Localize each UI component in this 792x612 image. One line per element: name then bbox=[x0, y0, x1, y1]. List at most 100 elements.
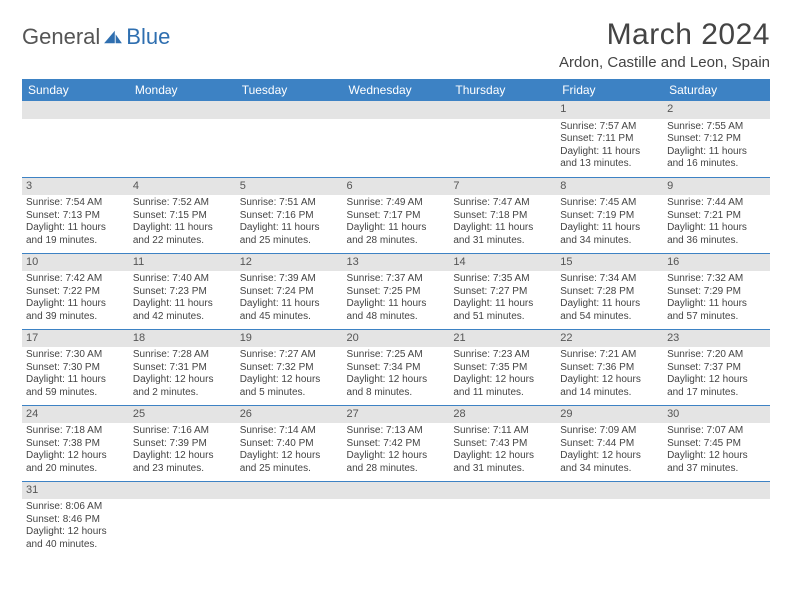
calendar-day-cell: 19Sunrise: 7:27 AMSunset: 7:32 PMDayligh… bbox=[236, 329, 343, 405]
daylight-text: Daylight: 12 hours and 23 minutes. bbox=[133, 450, 232, 475]
sunrise-text: Sunrise: 7:44 AM bbox=[667, 197, 766, 210]
day-number-bar bbox=[449, 482, 556, 500]
calendar-day-cell: 31Sunrise: 8:06 AMSunset: 8:46 PMDayligh… bbox=[22, 481, 129, 557]
day-number: 1 bbox=[556, 101, 663, 119]
day-details: Sunrise: 7:11 AMSunset: 7:43 PMDaylight:… bbox=[449, 423, 556, 479]
calendar-day-cell: 21Sunrise: 7:23 AMSunset: 7:35 PMDayligh… bbox=[449, 329, 556, 405]
sunrise-text: Sunrise: 7:18 AM bbox=[26, 425, 125, 438]
sunset-text: Sunset: 7:45 PM bbox=[667, 438, 766, 451]
daylight-text: Daylight: 12 hours and 20 minutes. bbox=[26, 450, 125, 475]
sunset-text: Sunset: 7:35 PM bbox=[453, 362, 552, 375]
day-number-bar bbox=[236, 482, 343, 500]
daylight-text: Daylight: 11 hours and 39 minutes. bbox=[26, 298, 125, 323]
sunset-text: Sunset: 7:21 PM bbox=[667, 210, 766, 223]
sunrise-text: Sunrise: 7:11 AM bbox=[453, 425, 552, 438]
day-number-bar bbox=[663, 482, 770, 500]
calendar-day-cell: 17Sunrise: 7:30 AMSunset: 7:30 PMDayligh… bbox=[22, 329, 129, 405]
day-details: Sunrise: 7:18 AMSunset: 7:38 PMDaylight:… bbox=[22, 423, 129, 479]
sunset-text: Sunset: 7:12 PM bbox=[667, 133, 766, 146]
day-details: Sunrise: 7:49 AMSunset: 7:17 PMDaylight:… bbox=[343, 195, 450, 251]
calendar-day-cell: 23Sunrise: 7:20 AMSunset: 7:37 PMDayligh… bbox=[663, 329, 770, 405]
day-number: 3 bbox=[22, 178, 129, 196]
sunset-text: Sunset: 7:43 PM bbox=[453, 438, 552, 451]
day-number: 16 bbox=[663, 254, 770, 272]
sunrise-text: Sunrise: 7:35 AM bbox=[453, 273, 552, 286]
month-title: March 2024 bbox=[559, 18, 770, 52]
day-details: Sunrise: 7:47 AMSunset: 7:18 PMDaylight:… bbox=[449, 195, 556, 251]
day-number: 5 bbox=[236, 178, 343, 196]
day-details: Sunrise: 7:51 AMSunset: 7:16 PMDaylight:… bbox=[236, 195, 343, 251]
calendar-day-cell: 30Sunrise: 7:07 AMSunset: 7:45 PMDayligh… bbox=[663, 405, 770, 481]
day-number-bar bbox=[556, 482, 663, 500]
daylight-text: Daylight: 12 hours and 25 minutes. bbox=[240, 450, 339, 475]
sunset-text: Sunset: 7:29 PM bbox=[667, 286, 766, 299]
day-details: Sunrise: 7:21 AMSunset: 7:36 PMDaylight:… bbox=[556, 347, 663, 403]
daylight-text: Daylight: 11 hours and 25 minutes. bbox=[240, 222, 339, 247]
sunrise-text: Sunrise: 7:47 AM bbox=[453, 197, 552, 210]
calendar-day-cell: 6Sunrise: 7:49 AMSunset: 7:17 PMDaylight… bbox=[343, 177, 450, 253]
calendar-day-cell: 18Sunrise: 7:28 AMSunset: 7:31 PMDayligh… bbox=[129, 329, 236, 405]
calendar-day-cell: 14Sunrise: 7:35 AMSunset: 7:27 PMDayligh… bbox=[449, 253, 556, 329]
day-number: 30 bbox=[663, 406, 770, 424]
calendar-day-cell bbox=[556, 481, 663, 557]
day-number: 27 bbox=[343, 406, 450, 424]
daylight-text: Daylight: 11 hours and 48 minutes. bbox=[347, 298, 446, 323]
day-details: Sunrise: 7:28 AMSunset: 7:31 PMDaylight:… bbox=[129, 347, 236, 403]
day-number: 19 bbox=[236, 330, 343, 348]
daylight-text: Daylight: 12 hours and 28 minutes. bbox=[347, 450, 446, 475]
day-details: Sunrise: 7:07 AMSunset: 7:45 PMDaylight:… bbox=[663, 423, 770, 479]
header: General Blue March 2024 Ardon, Castille … bbox=[22, 18, 770, 71]
day-details: Sunrise: 7:57 AMSunset: 7:11 PMDaylight:… bbox=[556, 119, 663, 175]
daylight-text: Daylight: 11 hours and 16 minutes. bbox=[667, 146, 766, 171]
sunrise-text: Sunrise: 7:20 AM bbox=[667, 349, 766, 362]
calendar-day-cell: 29Sunrise: 7:09 AMSunset: 7:44 PMDayligh… bbox=[556, 405, 663, 481]
calendar-day-cell: 1Sunrise: 7:57 AMSunset: 7:11 PMDaylight… bbox=[556, 101, 663, 177]
daylight-text: Daylight: 11 hours and 54 minutes. bbox=[560, 298, 659, 323]
calendar-week-row: 3Sunrise: 7:54 AMSunset: 7:13 PMDaylight… bbox=[22, 177, 770, 253]
sunrise-text: Sunrise: 7:49 AM bbox=[347, 197, 446, 210]
day-details: Sunrise: 7:16 AMSunset: 7:39 PMDaylight:… bbox=[129, 423, 236, 479]
day-number-bar bbox=[129, 101, 236, 119]
daylight-text: Daylight: 12 hours and 2 minutes. bbox=[133, 374, 232, 399]
sunrise-text: Sunrise: 7:07 AM bbox=[667, 425, 766, 438]
day-number: 23 bbox=[663, 330, 770, 348]
sunset-text: Sunset: 7:37 PM bbox=[667, 362, 766, 375]
day-details: Sunrise: 7:55 AMSunset: 7:12 PMDaylight:… bbox=[663, 119, 770, 175]
day-details: Sunrise: 7:54 AMSunset: 7:13 PMDaylight:… bbox=[22, 195, 129, 251]
sunrise-text: Sunrise: 7:55 AM bbox=[667, 121, 766, 134]
sunset-text: Sunset: 7:16 PM bbox=[240, 210, 339, 223]
sunset-text: Sunset: 7:32 PM bbox=[240, 362, 339, 375]
sunset-text: Sunset: 7:30 PM bbox=[26, 362, 125, 375]
day-number: 28 bbox=[449, 406, 556, 424]
calendar-day-cell: 4Sunrise: 7:52 AMSunset: 7:15 PMDaylight… bbox=[129, 177, 236, 253]
day-number-bar bbox=[129, 482, 236, 500]
sunrise-text: Sunrise: 7:52 AM bbox=[133, 197, 232, 210]
calendar-week-row: 17Sunrise: 7:30 AMSunset: 7:30 PMDayligh… bbox=[22, 329, 770, 405]
daylight-text: Daylight: 11 hours and 31 minutes. bbox=[453, 222, 552, 247]
day-number: 22 bbox=[556, 330, 663, 348]
day-number: 9 bbox=[663, 178, 770, 196]
calendar-day-cell: 12Sunrise: 7:39 AMSunset: 7:24 PMDayligh… bbox=[236, 253, 343, 329]
weekday-header: Tuesday bbox=[236, 79, 343, 101]
sunrise-text: Sunrise: 7:40 AM bbox=[133, 273, 232, 286]
calendar-day-cell bbox=[343, 481, 450, 557]
sunset-text: Sunset: 7:44 PM bbox=[560, 438, 659, 451]
day-number: 6 bbox=[343, 178, 450, 196]
sunrise-text: Sunrise: 7:14 AM bbox=[240, 425, 339, 438]
sunrise-text: Sunrise: 7:42 AM bbox=[26, 273, 125, 286]
calendar-day-cell: 26Sunrise: 7:14 AMSunset: 7:40 PMDayligh… bbox=[236, 405, 343, 481]
sunrise-text: Sunrise: 7:37 AM bbox=[347, 273, 446, 286]
sunset-text: Sunset: 7:24 PM bbox=[240, 286, 339, 299]
sunset-text: Sunset: 7:11 PM bbox=[560, 133, 659, 146]
day-number: 13 bbox=[343, 254, 450, 272]
day-details: Sunrise: 7:35 AMSunset: 7:27 PMDaylight:… bbox=[449, 271, 556, 327]
day-number: 31 bbox=[22, 482, 129, 500]
day-number: 18 bbox=[129, 330, 236, 348]
calendar-day-cell: 20Sunrise: 7:25 AMSunset: 7:34 PMDayligh… bbox=[343, 329, 450, 405]
sunrise-text: Sunrise: 7:57 AM bbox=[560, 121, 659, 134]
sunset-text: Sunset: 7:13 PM bbox=[26, 210, 125, 223]
daylight-text: Daylight: 12 hours and 40 minutes. bbox=[26, 526, 125, 551]
calendar-day-cell: 13Sunrise: 7:37 AMSunset: 7:25 PMDayligh… bbox=[343, 253, 450, 329]
calendar-week-row: 24Sunrise: 7:18 AMSunset: 7:38 PMDayligh… bbox=[22, 405, 770, 481]
sunset-text: Sunset: 7:17 PM bbox=[347, 210, 446, 223]
